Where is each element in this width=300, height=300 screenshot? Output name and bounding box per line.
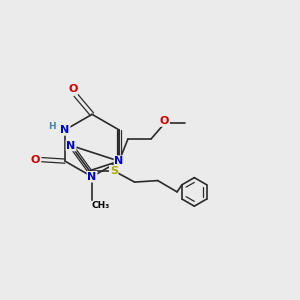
Text: CH₃: CH₃ (91, 201, 110, 210)
Text: O: O (160, 116, 169, 126)
Text: N: N (114, 156, 124, 166)
Text: O: O (31, 155, 40, 165)
Text: H: H (48, 122, 56, 131)
Text: O: O (68, 84, 77, 94)
Text: N: N (66, 140, 76, 151)
Text: N: N (60, 125, 70, 135)
Text: S: S (110, 166, 118, 176)
Text: N: N (87, 172, 97, 182)
